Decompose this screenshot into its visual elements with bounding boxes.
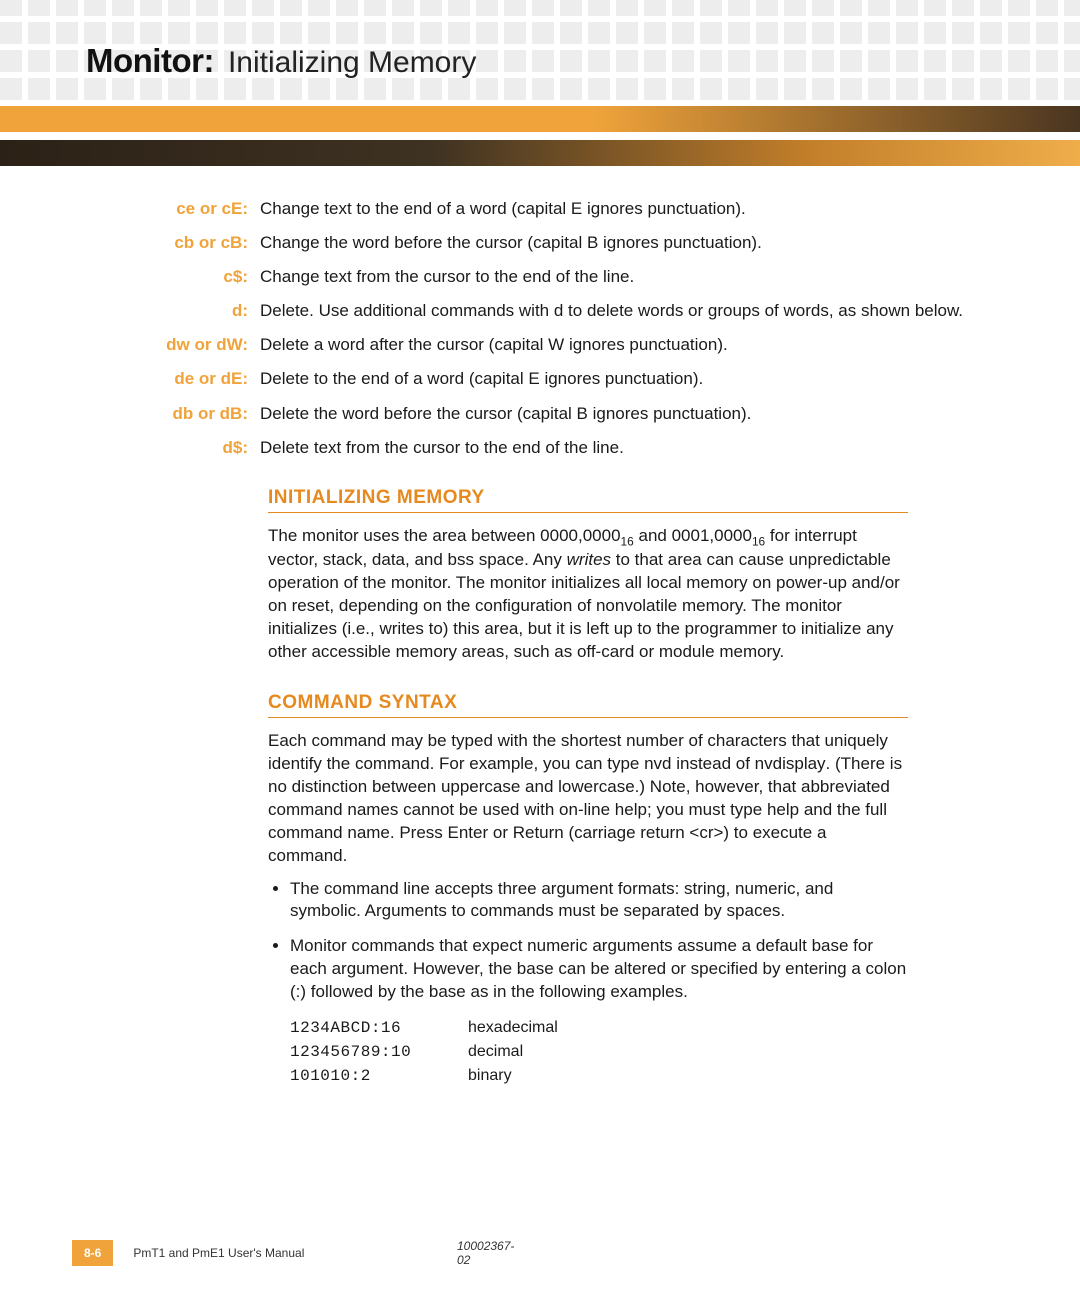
definition-row: db or dB: Delete the word before the cur…: [90, 403, 1000, 425]
definition-desc: Delete the word before the cursor (capit…: [260, 403, 1000, 425]
text: and 0001,0000: [634, 526, 752, 545]
definition-term: de or dE:: [90, 368, 260, 390]
base-examples-table: 1234ABCD:16 hexadecimal 123456789:10 dec…: [290, 1016, 908, 1088]
list-item: The command line accepts three argument …: [290, 878, 908, 924]
definition-term: dw or dW:: [90, 334, 260, 356]
command-literal: help: [767, 800, 799, 819]
page-title: Monitor: Initializing Memory: [86, 42, 1020, 80]
definition-desc: Delete. Use additional commands with d t…: [260, 300, 1000, 322]
italic-text: writes: [567, 550, 611, 569]
definition-row: d: Delete. Use additional commands with …: [90, 300, 1000, 322]
example-code: 123456789:10: [290, 1040, 440, 1064]
definition-term: d:: [90, 300, 260, 322]
body-column: INITIALIZING MEMORY The monitor uses the…: [268, 487, 908, 1088]
command-syntax-paragraph: Each command may be typed with the short…: [268, 730, 908, 868]
definition-desc: Change text from the cursor to the end o…: [260, 266, 1000, 288]
example-label: decimal: [468, 1040, 523, 1064]
definition-desc: Change the word before the cursor (capit…: [260, 232, 1000, 254]
definition-term: c$:: [90, 266, 260, 288]
definition-row: ce or cE: Change text to the end of a wo…: [90, 198, 1000, 220]
definition-term: d$:: [90, 437, 260, 459]
chapter-label: Monitor:: [86, 42, 214, 80]
definition-row: de or dE: Delete to the end of a word (c…: [90, 368, 1000, 390]
definition-term: ce or cE:: [90, 198, 260, 220]
definition-desc: Change text to the end of a word (capita…: [260, 198, 1000, 220]
command-literal: nvdisplay: [755, 754, 826, 773]
table-row: 1234ABCD:16 hexadecimal: [290, 1016, 908, 1040]
chapter-subtitle: Initializing Memory: [228, 46, 476, 80]
text: instead of: [672, 754, 755, 773]
definition-desc: Delete to the end of a word (capital E i…: [260, 368, 1000, 390]
definition-row: dw or dW: Delete a word after the cursor…: [90, 334, 1000, 356]
subscript: 16: [752, 534, 765, 548]
page-number-badge: 8-6: [72, 1240, 113, 1266]
definition-row: cb or cB: Change the word before the cur…: [90, 232, 1000, 254]
example-label: binary: [468, 1064, 512, 1088]
table-row: 101010:2 binary: [290, 1064, 908, 1088]
text: The monitor uses the area between 0000,0…: [268, 526, 621, 545]
command-literal: nvd: [644, 754, 671, 773]
header-bar-dark: [0, 140, 1080, 166]
definition-row: d$: Delete text from the cursor to the e…: [90, 437, 1000, 459]
bullet-list: The command line accepts three argument …: [290, 878, 908, 1005]
header-bar-orange: [0, 106, 1080, 132]
init-memory-paragraph: The monitor uses the area between 0000,0…: [268, 525, 908, 664]
example-label: hexadecimal: [468, 1016, 558, 1040]
footer-doc-title: PmT1 and PmE1 User's Manual: [133, 1246, 304, 1260]
definition-term: cb or cB:: [90, 232, 260, 254]
example-code: 1234ABCD:16: [290, 1016, 440, 1040]
table-row: 123456789:10 decimal: [290, 1040, 908, 1064]
definition-desc: Delete text from the cursor to the end o…: [260, 437, 1000, 459]
content: ce or cE: Change text to the end of a wo…: [90, 198, 1000, 1088]
footer: 8-6 PmT1 and PmE1 User's Manual 10002367…: [72, 1240, 304, 1266]
definition-desc: Delete a word after the cursor (capital …: [260, 334, 1000, 356]
subscript: 16: [621, 534, 634, 548]
list-item: Monitor commands that expect numeric arg…: [290, 935, 908, 1004]
section-heading-init-memory: INITIALIZING MEMORY: [268, 487, 908, 513]
definition-row: c$: Change text from the cursor to the e…: [90, 266, 1000, 288]
example-code: 101010:2: [290, 1064, 440, 1088]
definition-list: ce or cE: Change text to the end of a wo…: [90, 198, 1000, 459]
footer-doc-id: 10002367-02: [457, 1239, 514, 1267]
definition-term: db or dB:: [90, 403, 260, 425]
section-heading-command-syntax: COMMAND SYNTAX: [268, 692, 908, 718]
